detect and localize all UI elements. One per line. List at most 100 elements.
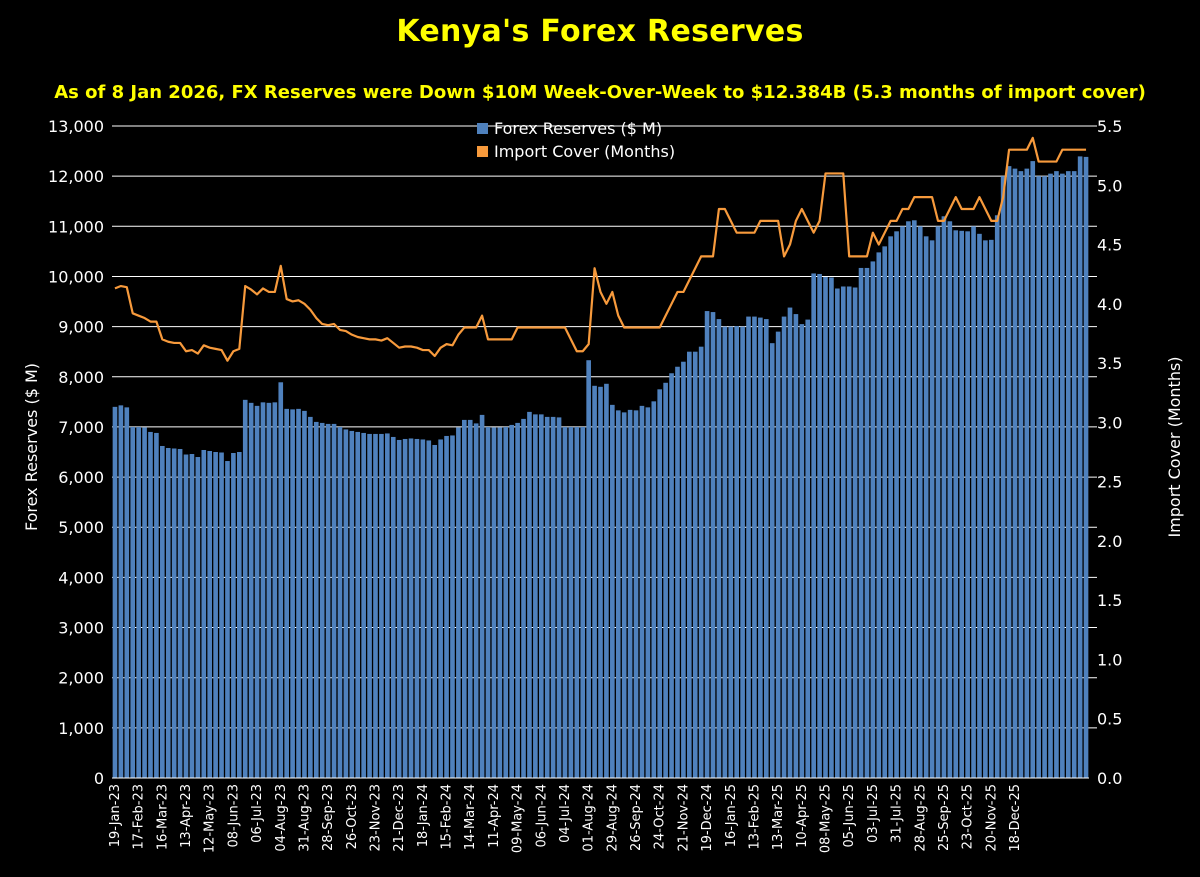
bar <box>965 231 970 778</box>
bar <box>977 233 982 778</box>
bar <box>639 405 645 778</box>
x-tick-label: 08-Jun-23 <box>226 784 241 848</box>
y2-tick-label: 5.0 <box>1097 176 1122 195</box>
bar <box>473 423 479 778</box>
bar <box>1077 156 1083 778</box>
bar <box>858 267 864 778</box>
x-tick-label: 31-Aug-23 <box>297 784 312 852</box>
y-tick-label: 3,000 <box>58 619 104 638</box>
legend-swatch-line <box>477 146 488 157</box>
bar <box>947 221 953 779</box>
bar <box>716 319 722 778</box>
x-tick-label: 16-Mar-23 <box>155 784 170 850</box>
bar <box>278 382 284 778</box>
bar <box>592 385 597 778</box>
bar <box>1048 173 1053 778</box>
bar <box>219 452 224 778</box>
bar <box>574 426 580 778</box>
x-tick-label: 26-Oct-23 <box>345 784 360 849</box>
bar <box>687 351 692 778</box>
x-tick-label: 14-Mar-24 <box>463 784 478 850</box>
bar <box>586 360 591 778</box>
bar <box>260 402 266 778</box>
bar <box>544 416 550 778</box>
bar <box>781 316 787 778</box>
bar <box>793 314 799 778</box>
bar <box>775 331 781 778</box>
chart-subtitle: As of 8 Jan 2026, FX Reserves were Down … <box>54 82 1146 103</box>
x-tick-label: 10-Apr-25 <box>795 784 810 848</box>
bar <box>994 215 1000 778</box>
bar <box>373 433 378 778</box>
y-tick-label: 5,000 <box>58 518 104 537</box>
bar <box>414 438 420 778</box>
bar <box>840 286 846 778</box>
bar <box>154 432 159 778</box>
bar <box>165 447 171 778</box>
y2-tick-label: 5.5 <box>1097 117 1122 136</box>
bar <box>621 412 627 778</box>
bar <box>331 423 337 778</box>
x-tick-label: 23-Oct-25 <box>961 784 976 849</box>
y2-tick-label: 2.0 <box>1097 532 1122 551</box>
x-tick-label: 03-Jul-25 <box>866 784 881 843</box>
bar <box>763 319 769 778</box>
x-tick-label: 29-Aug-24 <box>605 784 620 852</box>
bar <box>912 220 917 779</box>
bar <box>183 454 189 778</box>
bar <box>704 311 710 778</box>
left-axis-title: Forex Reserves ($ M) <box>22 363 41 531</box>
bar <box>923 236 929 779</box>
bar <box>201 449 207 778</box>
legend: Forex Reserves ($ M) Import Cover (Month… <box>477 119 675 161</box>
left-axis-ticks: 0 1,000 2,000 3,000 4,000 5,000 6,000 7,000 8,00… <box>48 117 104 788</box>
y2-tick-label: 4.0 <box>1097 295 1122 314</box>
bar <box>752 316 757 778</box>
bar <box>627 409 633 778</box>
bar <box>402 438 408 778</box>
bar <box>1030 161 1036 779</box>
legend-label-bars: Forex Reserves ($ M) <box>494 119 662 138</box>
bar <box>130 426 136 778</box>
x-tick-label: 05-Jun-25 <box>842 784 857 848</box>
bar <box>710 312 716 778</box>
y2-tick-label: 2.5 <box>1097 473 1122 492</box>
bar <box>207 451 213 778</box>
bar <box>237 452 242 778</box>
bar <box>379 433 384 778</box>
bar <box>177 448 183 778</box>
bar <box>426 440 432 778</box>
bar <box>971 226 976 778</box>
bar <box>669 373 674 778</box>
bar <box>396 439 402 778</box>
bar <box>313 421 319 778</box>
bar <box>420 439 426 778</box>
x-tick-label: 31-Jul-25 <box>890 784 905 843</box>
bar <box>823 276 828 778</box>
bar <box>319 422 325 778</box>
bar <box>467 419 473 778</box>
bar <box>562 426 568 778</box>
y-tick-label: 10,000 <box>48 267 104 286</box>
bar <box>367 433 372 778</box>
bar <box>450 435 455 778</box>
bar <box>521 418 526 778</box>
bar <box>864 267 870 778</box>
bar <box>284 408 289 778</box>
bar <box>953 230 959 778</box>
bar <box>148 431 153 778</box>
bar <box>906 221 911 779</box>
bar <box>900 226 905 778</box>
x-tick-label: 16-Jan-25 <box>724 784 739 847</box>
bar <box>692 351 698 778</box>
bar <box>556 417 562 778</box>
bar <box>515 422 520 778</box>
bar <box>722 326 728 778</box>
bar <box>325 423 331 778</box>
legend-swatch-bars <box>477 123 488 134</box>
bar <box>1071 171 1077 778</box>
bar <box>456 427 461 778</box>
bar <box>462 419 467 778</box>
bar <box>444 435 449 778</box>
